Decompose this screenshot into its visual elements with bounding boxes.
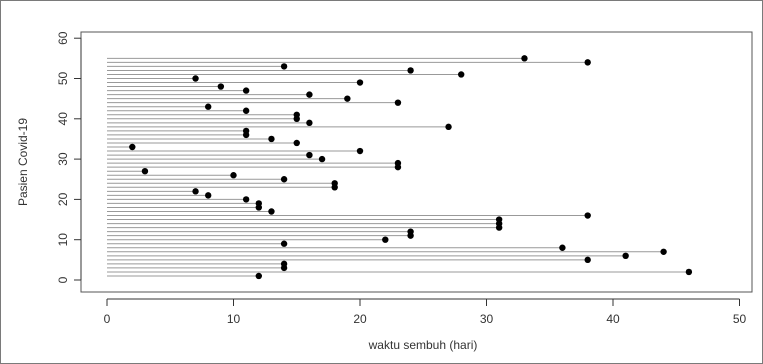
recovery-point [407,67,414,74]
recovery-point [280,260,288,268]
recovery-point [394,99,402,106]
recovery-point [293,139,300,147]
recovery-point [685,268,693,276]
plot-box [80,31,753,293]
recovery-point [129,143,136,151]
y-tick-label: 60 [56,31,70,45]
recovery-point [559,244,566,251]
y-tick-label: 20 [56,192,70,206]
x-tick-label: 20 [353,312,367,326]
x-axis: 0 10 20 30 40 50 [104,298,747,326]
y-tick-label: 50 [56,72,70,86]
recovery-point [242,127,250,135]
recovery-point [280,63,288,70]
recovery-point [242,107,250,114]
recovery-point [584,59,591,66]
recovery-point [306,119,313,127]
recovery-point [217,83,225,90]
recovery-point [306,91,313,98]
recovery-point [280,240,288,247]
recovery-point [268,208,275,215]
recovery-point [242,196,250,203]
recovery-point [458,71,465,78]
recovery-point [521,55,528,62]
recovery-point [356,79,364,86]
y-tick-label: 30 [56,152,70,166]
x-axis-title: waktu sembuh (hari) [368,338,478,352]
recovery-point [584,256,591,264]
recovery-point [280,176,288,183]
recovery-point [255,200,262,207]
recovery-point [268,135,275,143]
recovery-point [192,188,199,195]
recovery-point [230,172,237,179]
recovery-point [141,167,149,175]
recovery-point [344,95,351,102]
recovery-point [205,103,212,110]
recovery-point [192,75,199,82]
y-axis: 0 10 20 30 40 50 60 [56,31,82,283]
x-tick-label: 30 [480,312,494,326]
y-tick-label: 10 [56,233,70,247]
recovery-point [255,272,262,280]
recovery-point [445,123,452,131]
recovery-point [622,252,629,260]
recovery-point [205,192,212,199]
points-group [129,55,693,280]
recovery-point [382,236,389,243]
recovery-point [331,180,338,187]
x-tick-label: 40 [606,312,620,326]
recovery-point [584,212,591,219]
y-tick-label: 40 [56,112,70,126]
recovery-point [242,87,250,94]
x-tick-label: 10 [227,312,241,326]
y-tick-label: 0 [56,276,70,283]
y-axis-title: Pasien Covid-19 [16,118,30,206]
recovery-point [394,159,402,167]
recovery-point [293,111,300,118]
x-tick-label: 50 [733,312,747,326]
segments-group [107,57,689,277]
recovery-point [660,248,667,255]
recovery-point [495,216,503,223]
recovery-point [356,147,364,155]
recovery-point [318,155,326,163]
recovery-point [306,151,313,159]
recovery-point [407,228,414,235]
x-tick-label: 0 [104,312,111,326]
